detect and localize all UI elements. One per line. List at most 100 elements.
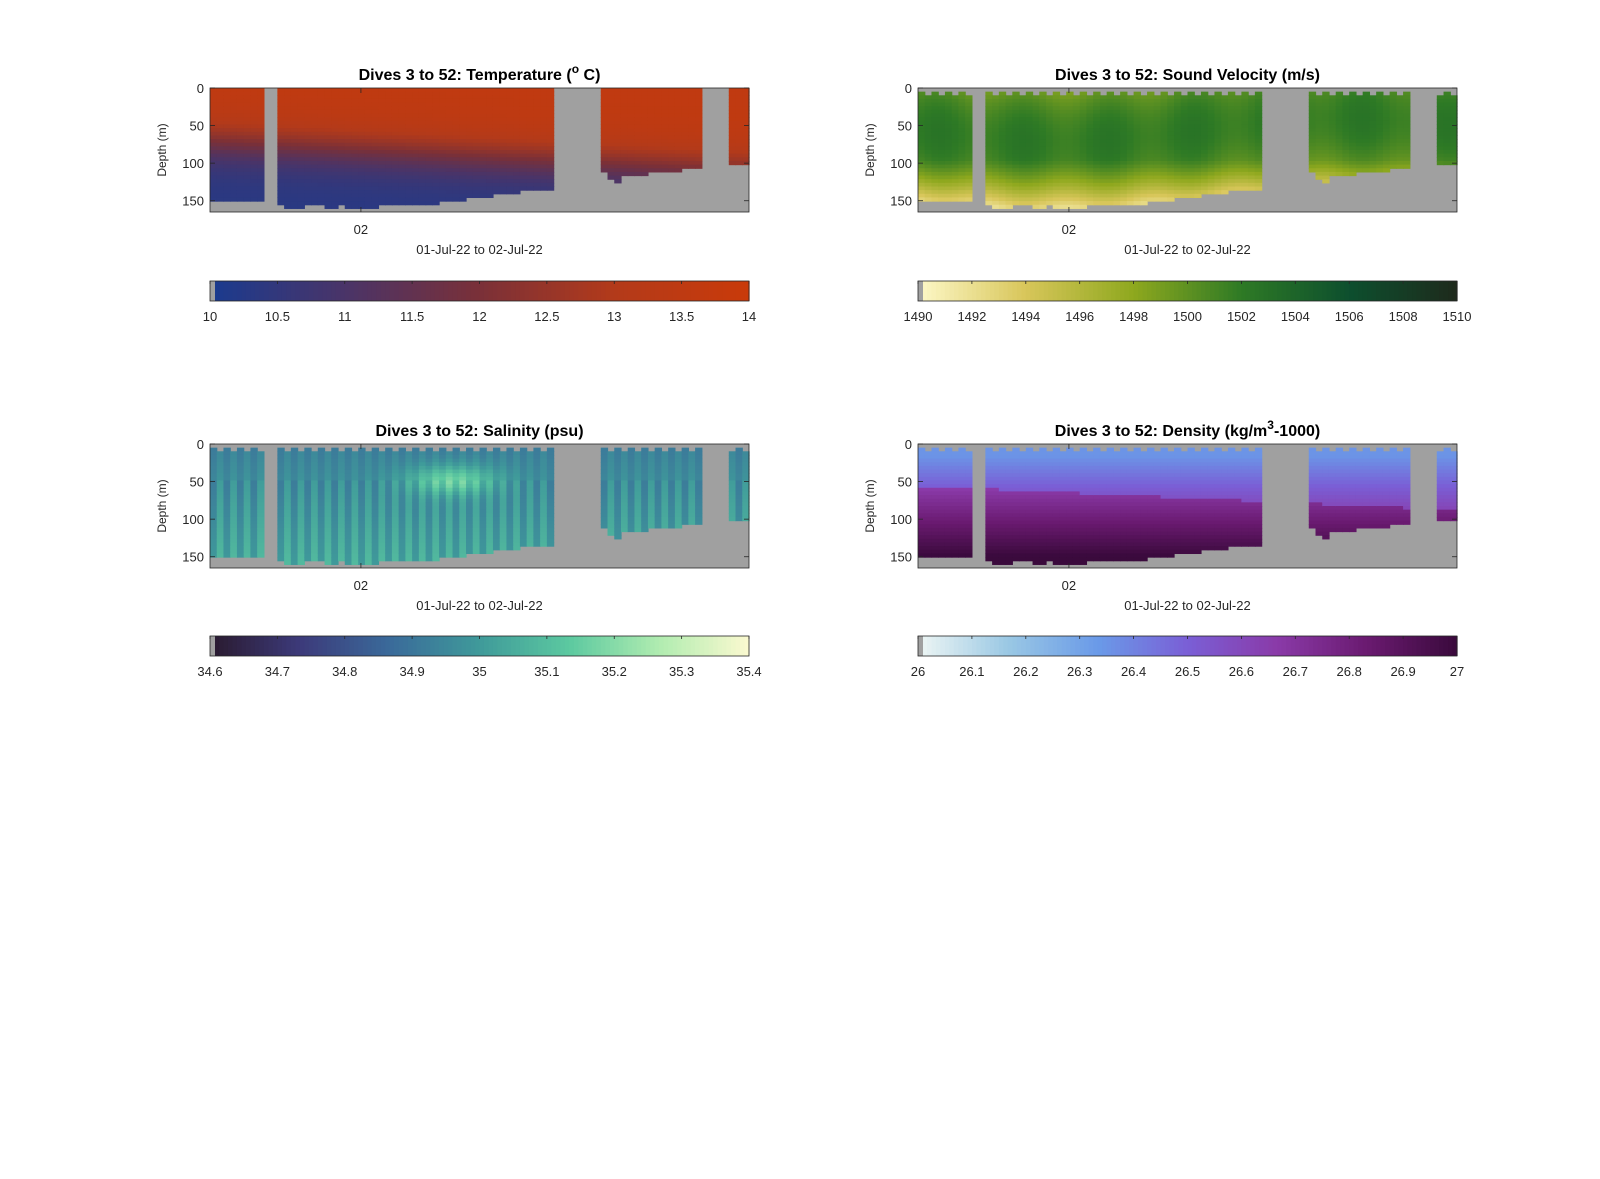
heatmap-cell	[1403, 135, 1411, 140]
colorbar-segment	[614, 281, 620, 301]
heatmap-cell	[735, 146, 743, 151]
heatmap-cell	[533, 160, 541, 166]
heatmap-cell	[364, 454, 373, 460]
heatmap-cell	[1376, 124, 1384, 129]
heatmap-cell	[344, 109, 353, 115]
heatmap-cell	[297, 128, 305, 133]
heatmap-cell	[317, 160, 326, 166]
colorbar-segment	[443, 281, 449, 301]
heatmap-cell	[1147, 153, 1155, 158]
heatmap-cell	[385, 546, 393, 551]
heatmap-cell	[1335, 168, 1344, 173]
heatmap-cell	[958, 175, 966, 180]
heatmap-cell	[1012, 106, 1020, 111]
heatmap-cell	[627, 157, 636, 162]
heatmap-cell	[317, 186, 326, 191]
heatmap-cell	[641, 131, 649, 137]
heatmap-cell	[1025, 157, 1034, 162]
heatmap-cell	[526, 98, 534, 104]
heatmap-cell	[338, 168, 346, 173]
heatmap-cell	[1106, 124, 1114, 129]
heatmap-cell	[924, 139, 933, 144]
heatmap-cell	[331, 462, 339, 467]
heatmap-cell	[526, 106, 534, 111]
heatmap-cell	[992, 193, 1000, 199]
heatmap-cell	[1200, 182, 1209, 188]
heatmap-cell	[546, 109, 555, 115]
heatmap-cell	[311, 146, 319, 151]
colorbar-segment	[1308, 281, 1314, 301]
heatmap-cell	[681, 164, 689, 169]
heatmap-cell	[236, 538, 245, 544]
heatmap-cell	[620, 102, 629, 107]
heatmap-cell	[216, 182, 225, 188]
colorbar-segment	[1169, 281, 1175, 301]
heatmap-cell	[432, 117, 440, 122]
heatmap-cell	[486, 182, 494, 188]
heatmap-cell	[391, 179, 400, 184]
heatmap-cell	[277, 447, 285, 452]
heatmap-cell	[1328, 157, 1337, 162]
heatmap-cell	[1342, 171, 1350, 177]
heatmap-cell	[1369, 168, 1377, 173]
heatmap-cell	[540, 157, 548, 162]
heatmap-cell	[236, 491, 245, 496]
heatmap-cell	[674, 139, 683, 144]
heatmap-cell	[944, 186, 953, 191]
heatmap-cell	[1315, 153, 1323, 158]
heatmap-cell	[634, 106, 642, 111]
heatmap-cell	[1362, 139, 1371, 144]
heatmap-cell	[317, 451, 326, 456]
heatmap-cell	[452, 106, 460, 111]
heatmap-cell	[1072, 160, 1081, 166]
heatmap-cell	[1005, 150, 1013, 155]
heatmap-cell	[1443, 109, 1451, 115]
heatmap-cell	[317, 193, 326, 199]
heatmap-cell	[1052, 157, 1061, 162]
heatmap-cell	[1315, 117, 1323, 122]
heatmap-cell	[1355, 106, 1364, 111]
heatmap-cell	[277, 538, 285, 544]
heatmap-cell	[223, 535, 231, 540]
heatmap-cell	[317, 201, 326, 206]
heatmap-cell	[951, 164, 960, 169]
heatmap-cell	[1200, 179, 1209, 184]
heatmap-cell	[351, 88, 359, 93]
heatmap-cell	[304, 157, 312, 162]
heatmap-cell	[317, 197, 326, 202]
heatmap-cell	[1046, 190, 1054, 195]
heatmap-cell	[918, 179, 926, 184]
heatmap-cell	[486, 106, 494, 111]
heatmap-cell	[1120, 182, 1128, 188]
heatmap-cell	[324, 193, 332, 199]
heatmap-cell	[1099, 135, 1108, 140]
heatmap-cell	[1369, 157, 1377, 162]
heatmap-cell	[1072, 124, 1081, 129]
heatmap-cell	[257, 193, 265, 199]
heatmap-cell	[985, 128, 993, 133]
heatmap-cell	[331, 135, 339, 140]
heatmap-cell	[311, 160, 319, 166]
heatmap-cell	[526, 182, 534, 188]
heatmap-cell	[236, 454, 245, 460]
heatmap-cell	[1241, 139, 1249, 144]
heatmap-cell	[223, 491, 231, 496]
heatmap-cell	[1382, 124, 1391, 129]
colorbar-segment	[1425, 281, 1431, 301]
heatmap-cell	[364, 95, 373, 100]
heatmap-cell	[1052, 153, 1061, 158]
heatmap-cell	[1113, 157, 1121, 162]
heatmap-cell	[1174, 142, 1182, 147]
heatmap-cell	[998, 157, 1007, 162]
heatmap-cell	[1005, 120, 1013, 126]
colorbar-segment	[744, 281, 750, 301]
heatmap-cell	[317, 109, 326, 115]
heatmap-cell	[445, 124, 454, 129]
heatmap-cell	[290, 495, 299, 500]
heatmap-cell	[398, 487, 406, 493]
heatmap-cell	[1362, 164, 1371, 169]
heatmap-cell	[311, 142, 319, 147]
heatmap-cell	[938, 186, 946, 191]
heatmap-cell	[297, 524, 305, 529]
